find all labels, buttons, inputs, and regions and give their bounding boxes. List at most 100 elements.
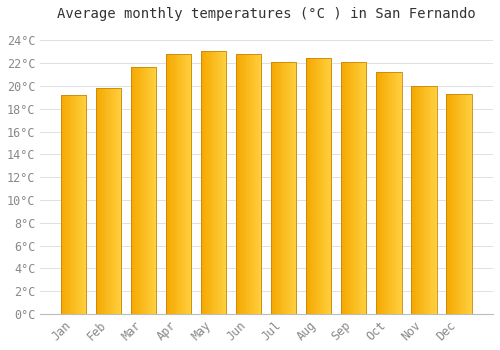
Bar — [114, 88, 115, 314]
Bar — [306, 57, 332, 314]
Bar — [110, 88, 112, 314]
Bar — [414, 86, 415, 314]
Bar — [191, 54, 192, 314]
Bar — [463, 94, 464, 314]
Bar — [252, 54, 254, 314]
Bar — [188, 54, 190, 314]
Bar — [284, 62, 285, 314]
Bar — [424, 86, 426, 314]
Bar — [316, 57, 318, 314]
Bar — [101, 88, 102, 314]
Bar — [103, 88, 104, 314]
Bar — [98, 88, 100, 314]
Bar — [85, 95, 86, 314]
Bar — [396, 72, 397, 314]
Bar — [460, 94, 461, 314]
Bar — [64, 95, 65, 314]
Bar — [86, 95, 87, 314]
Bar — [376, 72, 402, 314]
Bar — [109, 88, 110, 314]
Bar — [446, 94, 471, 314]
Bar — [66, 95, 67, 314]
Bar — [447, 94, 448, 314]
Bar — [172, 54, 173, 314]
Bar — [104, 88, 106, 314]
Bar — [215, 51, 216, 314]
Bar — [390, 72, 391, 314]
Bar — [152, 66, 154, 314]
Bar — [456, 94, 457, 314]
Bar — [171, 54, 172, 314]
Bar — [216, 51, 218, 314]
Bar — [221, 51, 222, 314]
Bar — [428, 86, 430, 314]
Bar — [277, 62, 278, 314]
Bar — [418, 86, 419, 314]
Bar — [131, 66, 156, 314]
Bar — [61, 95, 62, 314]
Bar — [461, 94, 462, 314]
Bar — [258, 54, 260, 314]
Bar — [173, 54, 174, 314]
Bar — [142, 66, 143, 314]
Bar — [70, 95, 72, 314]
Bar — [245, 54, 246, 314]
Bar — [296, 62, 298, 314]
Bar — [400, 72, 402, 314]
Bar — [280, 62, 281, 314]
Bar — [248, 54, 249, 314]
Bar — [426, 86, 427, 314]
Bar — [348, 62, 349, 314]
Bar — [81, 95, 82, 314]
Bar — [290, 62, 291, 314]
Bar — [136, 66, 137, 314]
Bar — [179, 54, 180, 314]
Bar — [180, 54, 181, 314]
Bar — [276, 62, 277, 314]
Bar — [358, 62, 360, 314]
Bar — [398, 72, 399, 314]
Bar — [218, 51, 220, 314]
Bar — [115, 88, 116, 314]
Bar — [286, 62, 287, 314]
Bar — [243, 54, 244, 314]
Bar — [425, 86, 426, 314]
Bar — [82, 95, 84, 314]
Bar — [329, 57, 330, 314]
Bar — [112, 88, 114, 314]
Bar — [416, 86, 418, 314]
Bar — [386, 72, 388, 314]
Bar — [210, 51, 212, 314]
Bar — [393, 72, 394, 314]
Bar — [273, 62, 274, 314]
Bar — [212, 51, 213, 314]
Bar — [291, 62, 292, 314]
Bar — [140, 66, 141, 314]
Bar — [201, 51, 226, 314]
Bar — [468, 94, 469, 314]
Bar — [469, 94, 470, 314]
Bar — [321, 57, 322, 314]
Bar — [454, 94, 455, 314]
Bar — [214, 51, 215, 314]
Bar — [271, 62, 296, 314]
Bar — [272, 62, 273, 314]
Bar — [470, 94, 472, 314]
Bar — [364, 62, 366, 314]
Bar — [67, 95, 68, 314]
Bar — [360, 62, 362, 314]
Bar — [96, 88, 121, 314]
Bar — [357, 62, 358, 314]
Bar — [349, 62, 350, 314]
Bar — [309, 57, 310, 314]
Bar — [287, 62, 288, 314]
Bar — [434, 86, 435, 314]
Bar — [322, 57, 324, 314]
Bar — [294, 62, 296, 314]
Bar — [455, 94, 456, 314]
Bar — [420, 86, 421, 314]
Bar — [419, 86, 420, 314]
Bar — [399, 72, 400, 314]
Bar — [388, 72, 390, 314]
Bar — [213, 51, 214, 314]
